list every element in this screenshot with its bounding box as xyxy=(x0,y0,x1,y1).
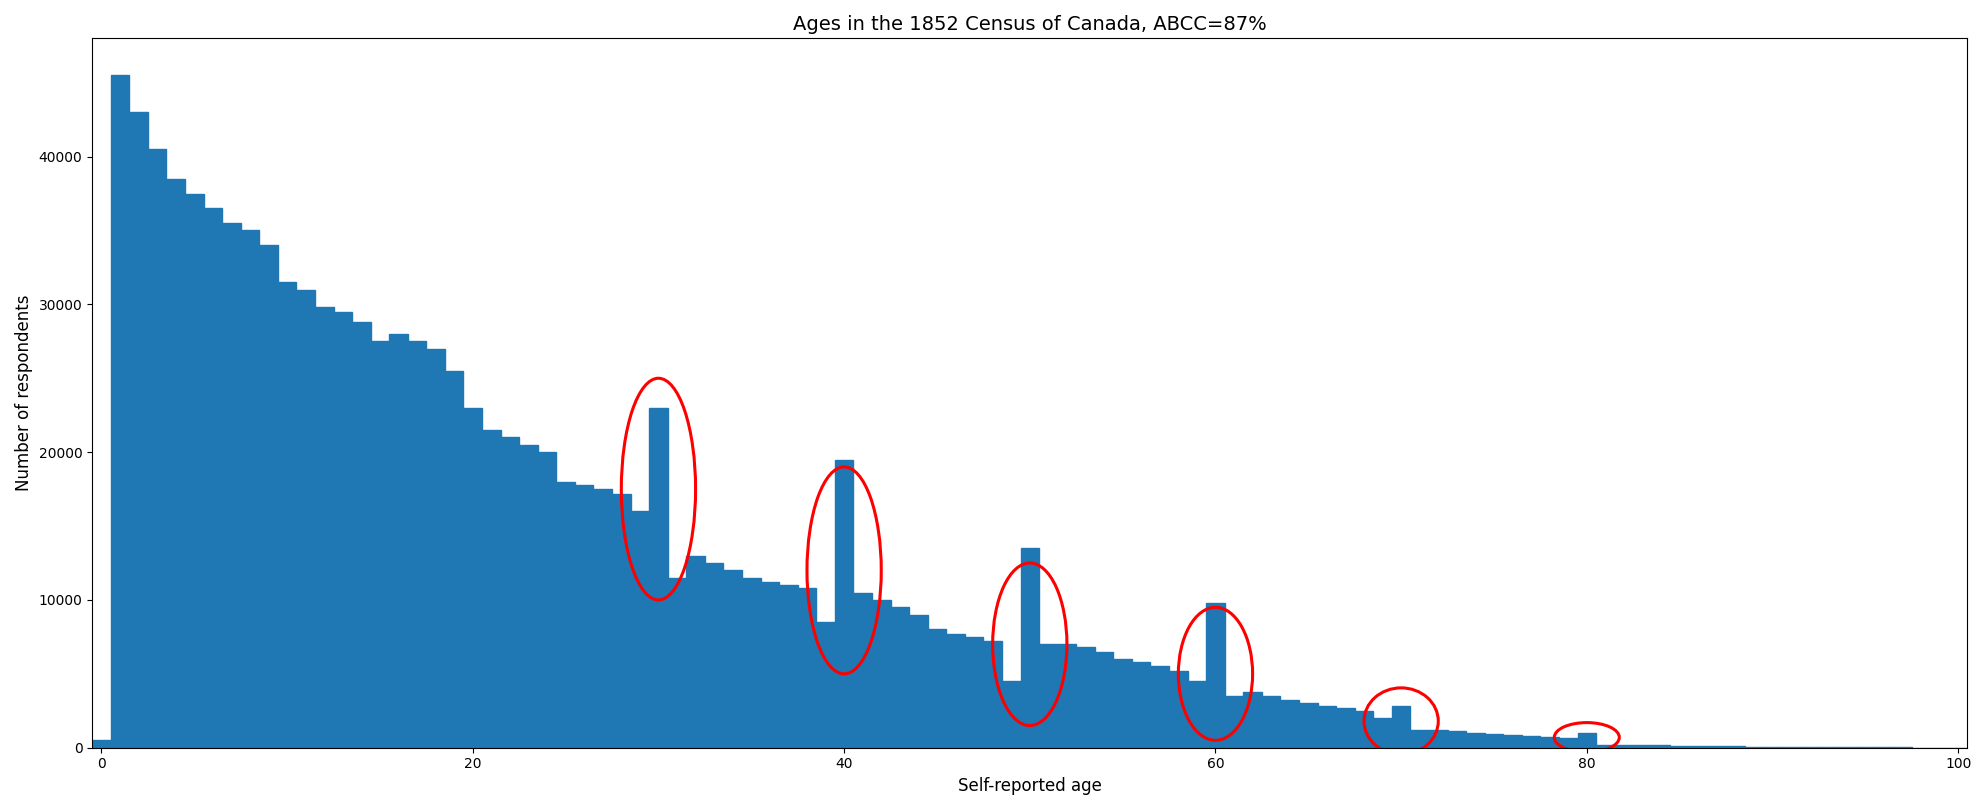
Bar xyxy=(650,407,668,748)
Bar xyxy=(425,348,445,748)
Bar xyxy=(408,341,425,748)
Bar xyxy=(594,489,612,748)
Bar xyxy=(575,484,594,748)
Bar xyxy=(1485,735,1503,748)
Bar xyxy=(1113,659,1131,748)
Bar xyxy=(1207,603,1225,748)
Bar xyxy=(1465,733,1485,748)
Bar xyxy=(1187,681,1207,748)
Bar xyxy=(334,312,352,748)
Bar xyxy=(817,622,835,748)
Bar xyxy=(1280,701,1298,748)
X-axis label: Self-reported age: Self-reported age xyxy=(958,777,1101,795)
Bar xyxy=(1578,733,1596,748)
Bar xyxy=(1763,747,1781,748)
Bar xyxy=(1002,681,1020,748)
Bar xyxy=(258,245,278,748)
Bar xyxy=(167,179,185,748)
Bar xyxy=(445,371,463,748)
Bar xyxy=(91,740,111,748)
Bar xyxy=(797,588,817,748)
Bar xyxy=(352,322,370,748)
Bar xyxy=(1726,746,1745,748)
Bar xyxy=(147,149,167,748)
Bar xyxy=(686,556,706,748)
Bar xyxy=(1670,745,1690,748)
Bar xyxy=(1354,710,1374,748)
Bar xyxy=(519,445,539,748)
Bar xyxy=(853,593,873,748)
Bar xyxy=(1429,730,1447,748)
Bar xyxy=(1392,706,1409,748)
Bar xyxy=(370,341,390,748)
Bar xyxy=(241,231,258,748)
Bar xyxy=(1020,548,1040,748)
Bar xyxy=(463,407,481,748)
Bar xyxy=(1131,662,1151,748)
Bar xyxy=(612,493,630,748)
Bar xyxy=(390,334,408,748)
Bar xyxy=(1151,667,1169,748)
Bar xyxy=(1708,746,1726,748)
Bar xyxy=(1336,708,1354,748)
Bar xyxy=(1652,745,1670,748)
Bar xyxy=(946,634,964,748)
Bar xyxy=(223,223,241,748)
Title: Ages in the 1852 Census of Canada, ABCC=87%: Ages in the 1852 Census of Canada, ABCC=… xyxy=(793,15,1266,34)
Bar xyxy=(1040,644,1058,748)
Y-axis label: Number of respondents: Number of respondents xyxy=(16,295,34,492)
Bar xyxy=(314,307,334,748)
Bar xyxy=(1225,696,1242,748)
Bar xyxy=(1298,703,1318,748)
Bar xyxy=(557,482,575,748)
Bar xyxy=(278,282,296,748)
Bar xyxy=(111,75,129,748)
Bar xyxy=(668,578,686,748)
Bar xyxy=(891,608,909,748)
Bar xyxy=(1058,644,1076,748)
Bar xyxy=(539,452,557,748)
Bar xyxy=(1745,747,1763,748)
Bar xyxy=(1374,718,1392,748)
Bar xyxy=(1559,738,1578,748)
Bar xyxy=(761,582,779,748)
Bar xyxy=(185,194,203,748)
Bar xyxy=(1634,745,1652,748)
Bar xyxy=(706,563,724,748)
Bar xyxy=(1541,736,1559,748)
Bar xyxy=(1242,692,1262,748)
Bar xyxy=(779,585,797,748)
Bar xyxy=(1095,652,1113,748)
Bar xyxy=(835,459,853,748)
Bar xyxy=(1503,735,1523,748)
Bar xyxy=(742,578,761,748)
Bar xyxy=(1262,696,1280,748)
Bar xyxy=(1076,647,1095,748)
Bar xyxy=(1690,746,1708,748)
Bar xyxy=(984,642,1002,748)
Bar xyxy=(909,615,928,748)
Bar xyxy=(1318,706,1336,748)
Bar xyxy=(964,637,984,748)
Bar xyxy=(928,629,946,748)
Bar xyxy=(1409,730,1429,748)
Bar xyxy=(1614,744,1634,748)
Bar xyxy=(1523,736,1541,748)
Bar xyxy=(873,600,891,748)
Bar xyxy=(1169,671,1187,748)
Bar xyxy=(481,430,501,748)
Bar xyxy=(129,113,147,748)
Bar xyxy=(501,437,519,748)
Bar xyxy=(724,570,742,748)
Bar xyxy=(1596,744,1614,748)
Bar xyxy=(1781,747,1801,748)
Bar xyxy=(296,290,314,748)
Bar xyxy=(203,208,223,748)
Bar xyxy=(1447,731,1465,748)
Bar xyxy=(630,511,650,748)
